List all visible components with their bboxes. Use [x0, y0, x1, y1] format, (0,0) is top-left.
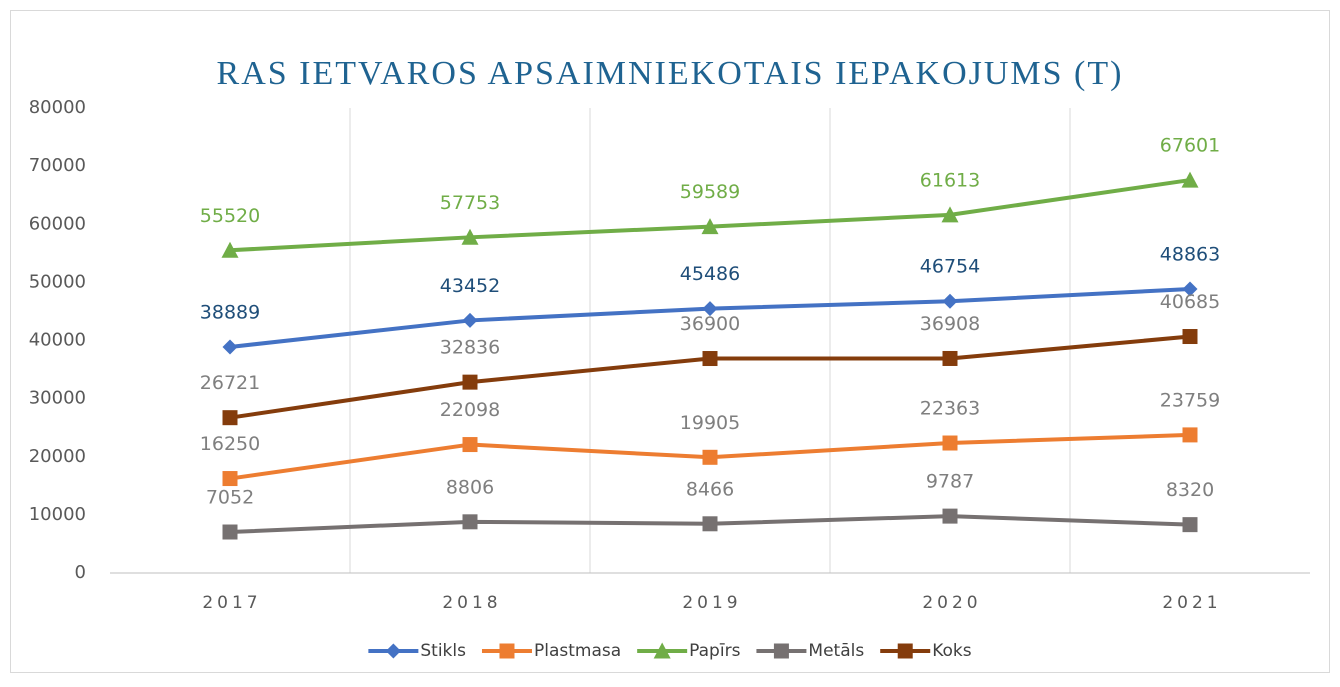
marker	[942, 293, 958, 309]
marker	[1182, 427, 1198, 443]
data-label: 8466	[686, 478, 734, 500]
data-label: 48863	[1160, 243, 1220, 265]
marker	[499, 643, 515, 659]
y-tick-label: 0	[75, 562, 86, 583]
data-label: 46754	[920, 256, 980, 278]
data-label: 36908	[920, 313, 980, 335]
data-label: 38889	[200, 301, 260, 323]
y-tick-label: 60000	[29, 213, 86, 234]
data-label: 36900	[680, 313, 740, 335]
y-tick-label: 70000	[29, 155, 86, 176]
data-label: 45486	[680, 263, 740, 285]
legend-label: Plastmasa	[534, 641, 621, 661]
data-label: 16250	[200, 433, 260, 455]
x-tick-label: 2018	[442, 593, 501, 613]
marker	[462, 374, 478, 390]
x-tick-label: 2017	[202, 593, 261, 613]
data-label: 22363	[920, 398, 980, 420]
y-tick-label: 80000	[29, 97, 86, 118]
marker	[702, 516, 718, 532]
data-label: 40685	[1160, 291, 1220, 313]
marker	[462, 437, 478, 453]
data-label: 67601	[1160, 135, 1220, 157]
data-label: 8320	[1166, 479, 1214, 501]
data-label: 59589	[680, 181, 740, 203]
marker	[222, 410, 238, 426]
marker	[701, 218, 719, 235]
x-tick-label: 2021	[1162, 593, 1221, 613]
marker	[653, 642, 671, 659]
marker	[461, 228, 479, 245]
legend: Stikls Plastmasa Papīrs Metāls Koks	[368, 641, 972, 661]
marker	[221, 241, 239, 258]
marker	[702, 301, 718, 317]
marker	[941, 206, 959, 223]
marker	[222, 471, 238, 487]
marker	[942, 435, 958, 451]
x-tick-label: 2020	[922, 593, 981, 613]
data-label: 57753	[440, 192, 500, 214]
y-tick-label: 40000	[29, 330, 86, 351]
y-tick-label: 50000	[29, 271, 86, 292]
x-tick-label: 2019	[682, 593, 741, 613]
marker	[385, 643, 401, 659]
legend-label: Stikls	[420, 641, 466, 661]
marker	[897, 643, 913, 659]
legend-label: Papīrs	[689, 641, 740, 661]
marker	[1182, 281, 1198, 297]
legend-label: Metāls	[808, 641, 864, 661]
marker	[942, 350, 958, 366]
marker	[942, 508, 958, 524]
data-label: 7052	[206, 487, 254, 509]
data-label: 22098	[440, 399, 500, 421]
marker	[462, 514, 478, 530]
data-label: 61613	[920, 169, 980, 191]
y-tick-label: 20000	[29, 446, 86, 467]
data-label: 32836	[440, 337, 500, 359]
marker	[773, 643, 789, 659]
marker	[1182, 517, 1198, 533]
data-label: 23759	[1160, 389, 1220, 411]
marker	[1182, 329, 1198, 345]
marker	[462, 312, 478, 328]
data-label: 55520	[200, 205, 260, 227]
marker	[702, 449, 718, 465]
data-label: 9787	[926, 471, 974, 493]
data-label: 19905	[680, 412, 740, 434]
marker	[702, 351, 718, 367]
marker	[222, 524, 238, 540]
marker	[1181, 171, 1199, 188]
data-label: 26721	[200, 372, 260, 394]
data-label: 43452	[440, 275, 500, 297]
data-label: 8806	[446, 476, 494, 498]
y-tick-label: 10000	[29, 504, 86, 525]
y-tick-label: 30000	[29, 388, 86, 409]
legend-label: Koks	[932, 641, 972, 661]
marker	[222, 339, 238, 355]
chart-title: RAS IETVAROS APSAIMNIEKOTAIS IEPAKOJUMS …	[217, 55, 1124, 92]
